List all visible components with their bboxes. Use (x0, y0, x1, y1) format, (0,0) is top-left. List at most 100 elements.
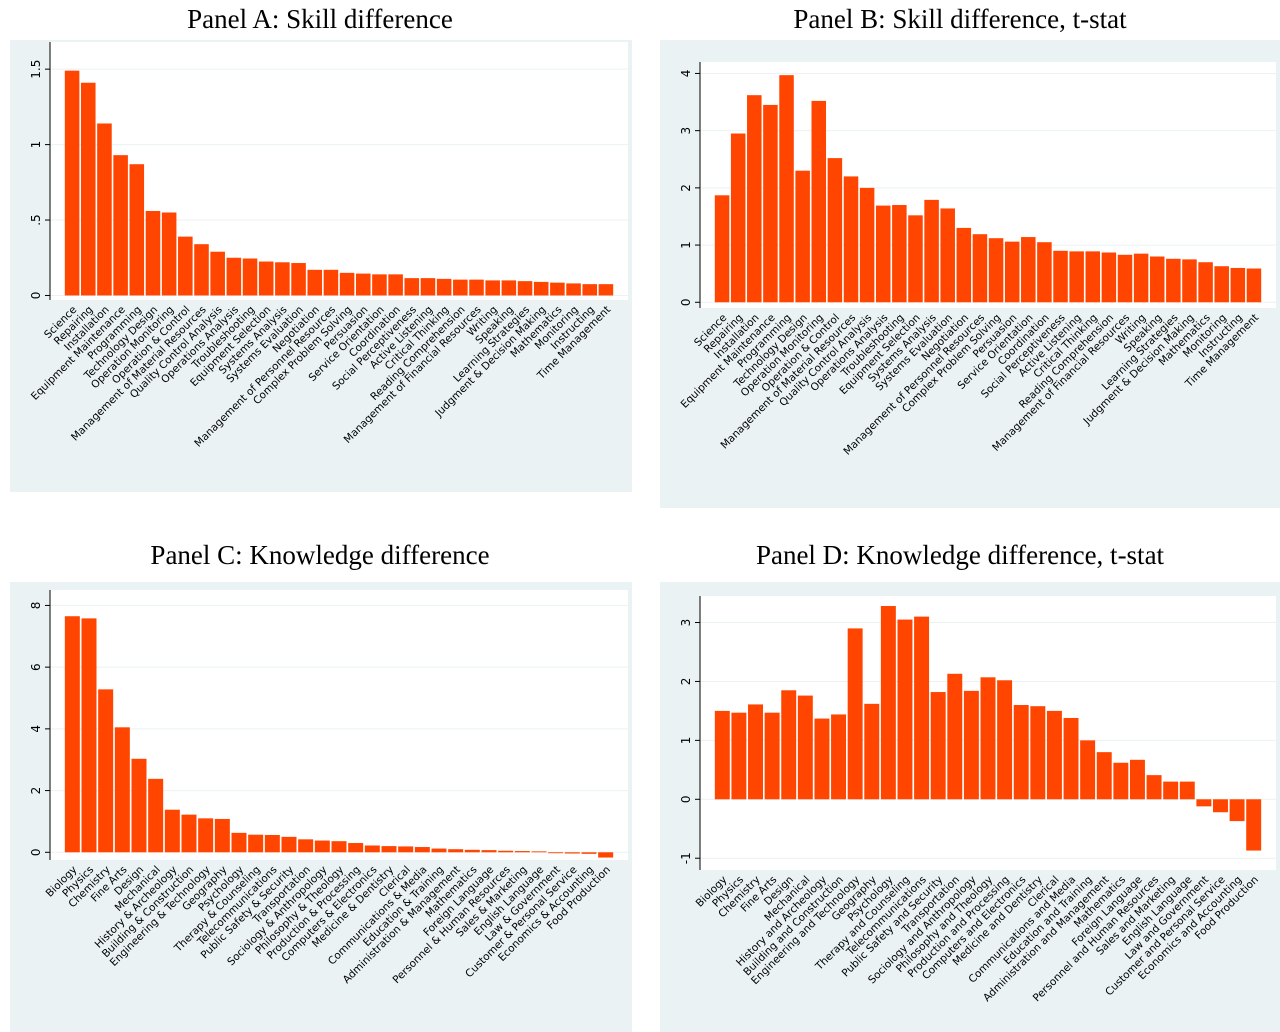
bar (875, 205, 891, 303)
bar (64, 70, 80, 296)
bar (80, 82, 96, 296)
bar (1129, 759, 1145, 800)
bar (550, 282, 565, 296)
bar (914, 616, 930, 800)
bar (531, 851, 547, 853)
bar (1229, 799, 1245, 822)
bar (517, 281, 533, 296)
bar (214, 818, 230, 853)
bar (1037, 242, 1052, 303)
bar (598, 852, 614, 858)
bar (988, 238, 1004, 303)
bar (1149, 256, 1165, 303)
y-tick-label: 2 (679, 184, 693, 192)
bar (533, 281, 549, 296)
bar (181, 814, 197, 853)
y-tick-label: 6 (29, 663, 43, 671)
bar (831, 714, 847, 800)
bar (404, 278, 420, 296)
bar (242, 258, 258, 296)
y-tick-label: 4 (29, 725, 43, 733)
bar (388, 274, 403, 296)
bar (963, 690, 979, 800)
bar (908, 215, 923, 303)
bar (339, 272, 355, 296)
bar (210, 251, 225, 296)
bar (956, 227, 972, 303)
bar (469, 279, 484, 296)
y-tick-label: -1 (679, 852, 693, 864)
bar (291, 263, 306, 296)
bar (198, 818, 214, 853)
y-tick-label: 2 (29, 787, 43, 795)
y-tick-label: 1 (679, 241, 693, 249)
bar (501, 280, 517, 296)
bar (258, 261, 274, 296)
bar (226, 257, 242, 296)
bar (1133, 253, 1149, 303)
y-tick-label: 0 (29, 292, 43, 300)
panel-title: Panel C: Knowledge difference (150, 540, 489, 570)
bar (763, 104, 778, 303)
bar (1046, 710, 1062, 800)
bar (764, 712, 780, 800)
bar (398, 846, 414, 853)
bar (972, 234, 988, 303)
bar (264, 835, 280, 853)
bar (231, 832, 247, 853)
bar (1063, 717, 1079, 800)
bar (420, 278, 436, 296)
bar (892, 205, 907, 303)
bar (248, 834, 264, 853)
bar (859, 187, 875, 303)
bar (431, 848, 447, 853)
bar (464, 849, 480, 853)
bar (498, 850, 514, 853)
bar (355, 273, 371, 296)
bar (114, 727, 130, 853)
bar (940, 208, 955, 303)
bar (164, 809, 180, 853)
bar (281, 836, 297, 853)
bar (997, 680, 1013, 800)
y-tick-label: 3 (679, 619, 693, 627)
bar (448, 849, 464, 853)
bar (81, 618, 97, 853)
bar (582, 284, 598, 296)
bar (481, 850, 497, 853)
bar (714, 710, 730, 800)
bar (1096, 752, 1112, 800)
bar (1182, 259, 1197, 303)
bar (1196, 799, 1212, 807)
bar (1069, 251, 1084, 303)
bar (381, 846, 397, 853)
bar (113, 155, 128, 296)
bar (1080, 740, 1096, 800)
panel-title: Panel D: Knowledge difference, t-stat (756, 540, 1165, 570)
bar (1013, 705, 1029, 800)
bar (97, 123, 112, 296)
bar (1246, 268, 1262, 303)
bar (814, 718, 830, 800)
bar (1117, 254, 1133, 303)
bar (566, 283, 581, 296)
bar (897, 619, 913, 800)
bar (485, 280, 500, 296)
bar (364, 845, 380, 853)
bar (1213, 799, 1228, 813)
bar (1166, 258, 1181, 303)
y-tick-label: 4 (679, 70, 693, 78)
bar (795, 170, 810, 303)
bar (864, 703, 880, 800)
bar (880, 606, 896, 800)
bar (1113, 762, 1129, 800)
bar (748, 704, 763, 800)
bar (924, 199, 939, 303)
bar (372, 274, 387, 296)
bar (1214, 266, 1229, 303)
bar (129, 164, 145, 296)
panel-title: Panel A: Skill difference (187, 4, 453, 34)
bar (930, 692, 946, 800)
bar (1146, 775, 1162, 800)
